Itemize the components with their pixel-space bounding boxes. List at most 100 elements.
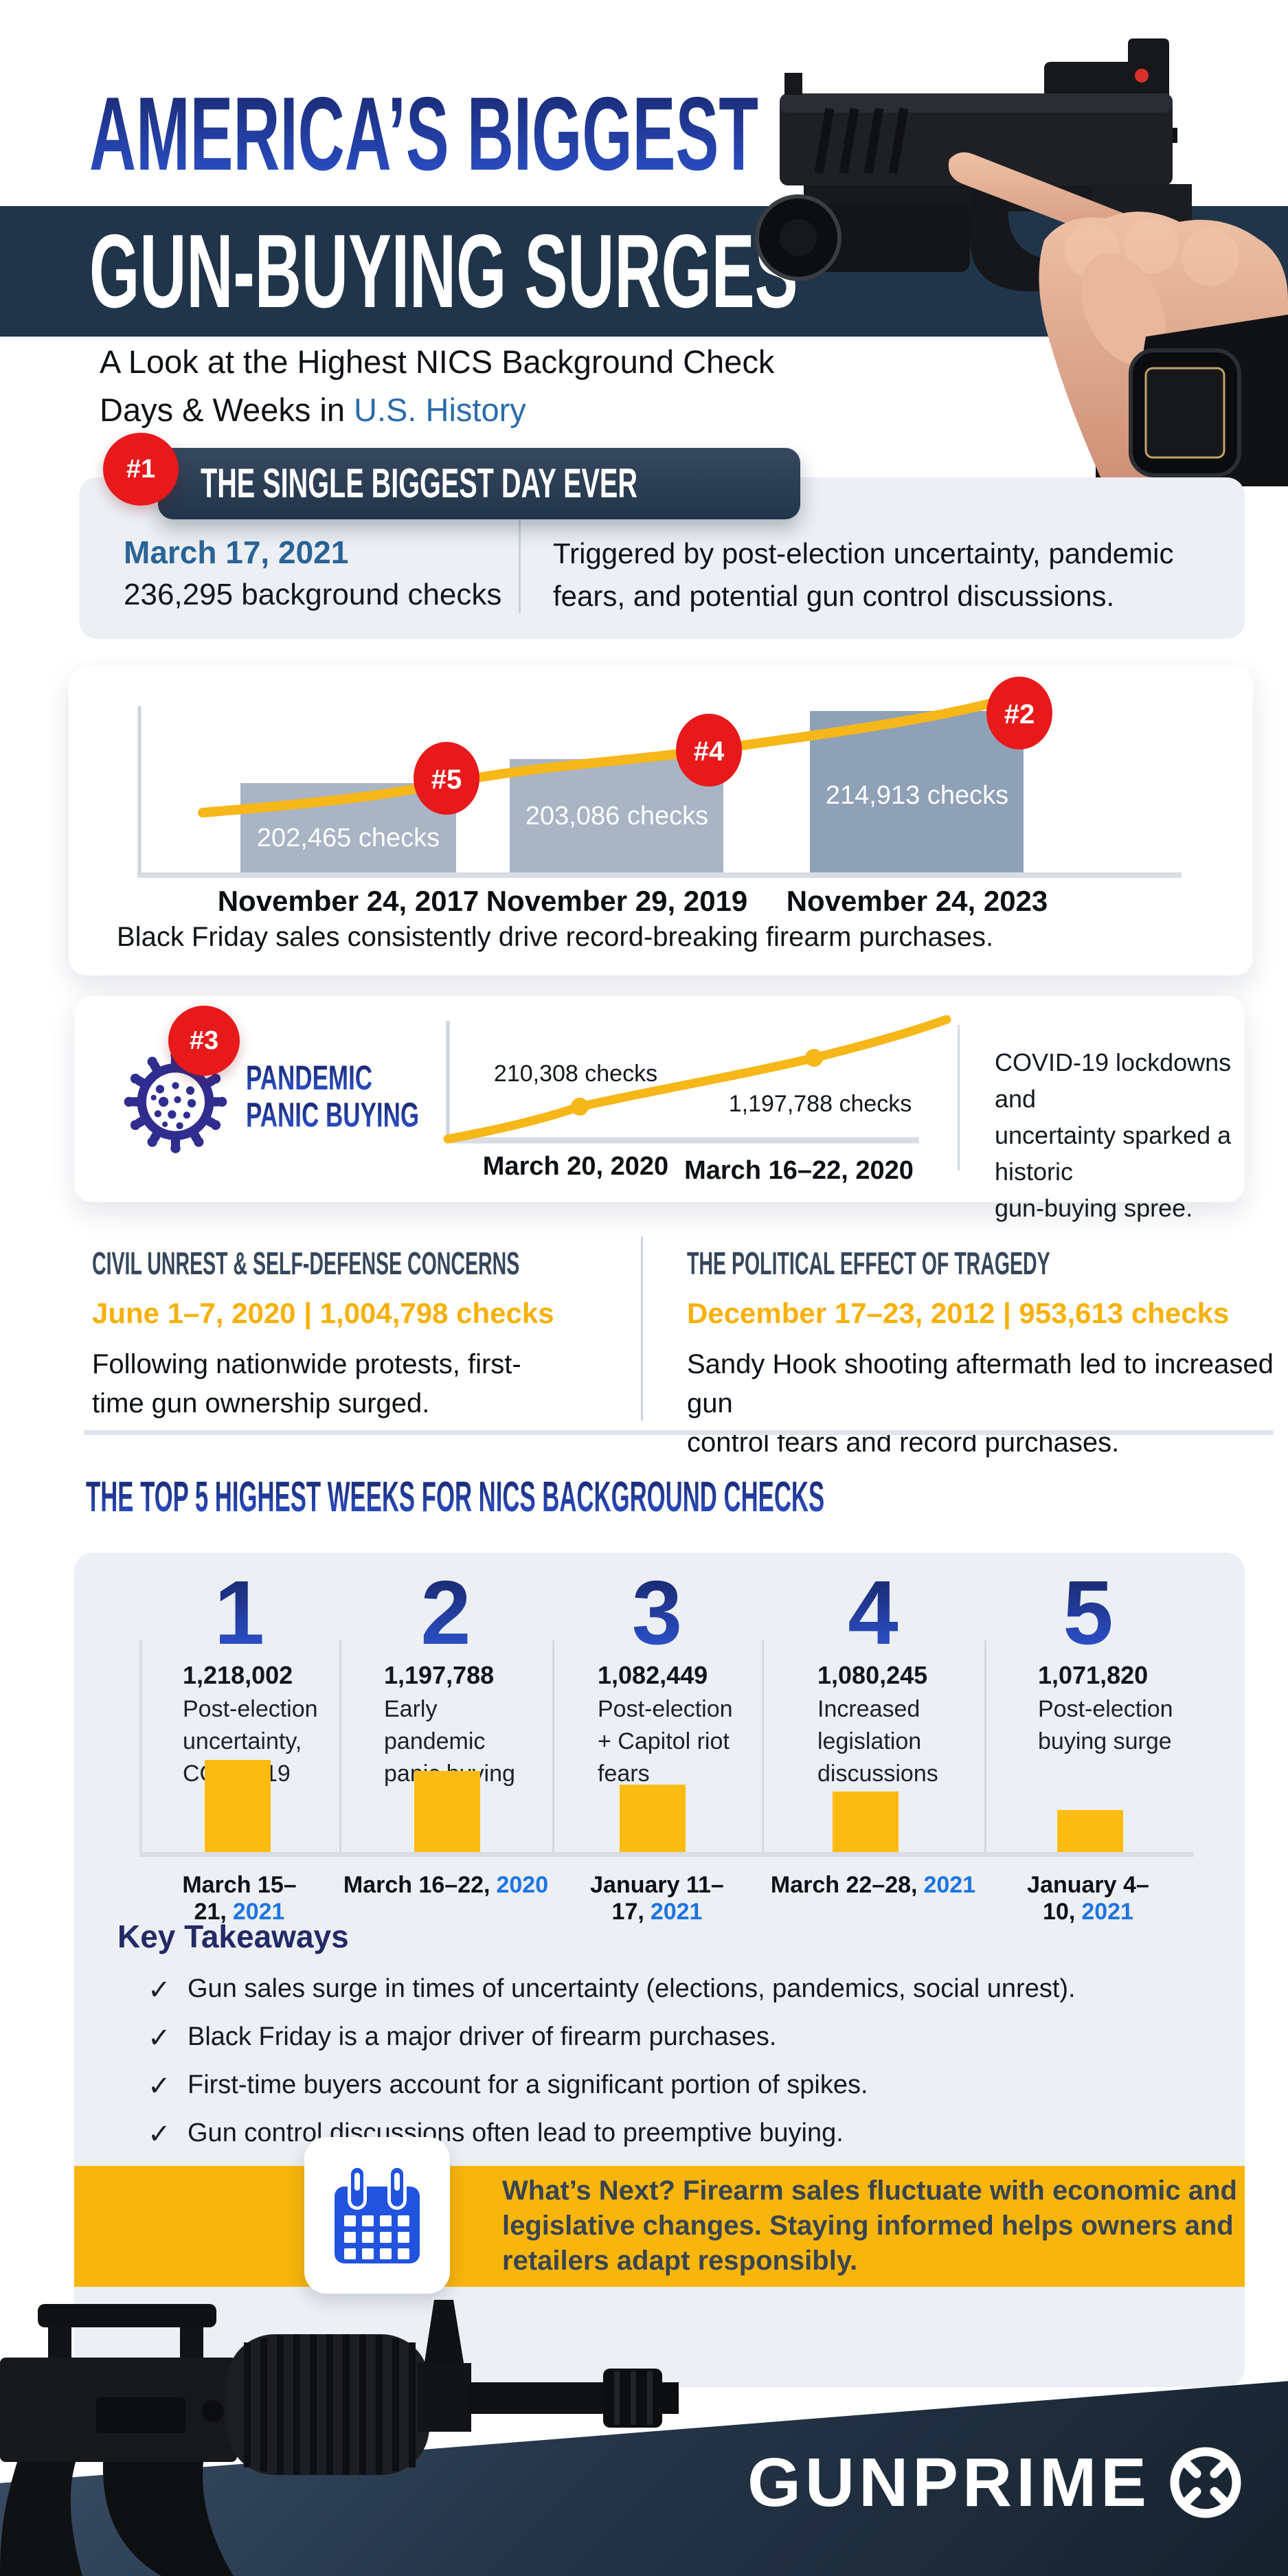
takeaway-item: ✓ Black Friday is a major driver of firea… — [148, 2022, 777, 2054]
week4-value: 1,080,245 — [817, 1661, 928, 1689]
record-day-note-line1: Triggered by post-election uncertainty, … — [553, 537, 1174, 569]
weapon-light-icon — [755, 194, 970, 281]
subtitle: A Look at the Highest NICS Background Ch… — [100, 338, 774, 434]
horizontal-divider — [84, 1430, 1274, 1435]
trend-line — [198, 688, 1035, 817]
calendar-tile — [304, 2137, 450, 2294]
rank-3-badge: #3 — [168, 1006, 240, 1076]
week1-date: March 15–21, 2021 — [182, 1872, 297, 1925]
point2-value: 1,197,788 checks — [729, 1091, 912, 1117]
civil-unrest-body: Following nationwide protests, first- ti… — [92, 1349, 521, 1419]
check-icon: ✓ — [148, 1974, 171, 2006]
column-divider — [984, 1640, 986, 1855]
tragedy-stat: December 17–23, 2012 | 953,613 checks — [687, 1297, 1230, 1329]
reticle-icon — [1170, 2447, 1241, 2518]
watch-icon — [1129, 315, 1288, 486]
pandemic-note-line1: COVID-19 lockdowns and — [995, 1048, 1232, 1113]
tragedy-body: Sandy Hook shooting aftermath led to inc… — [687, 1349, 1274, 1458]
brand-wordmark: GUNPRIME — [747, 2443, 1151, 2521]
civil-unrest-stat: June 1–7, 2020 | 1,004,798 checks — [92, 1297, 554, 1329]
point1-date: March 20, 2020 — [483, 1152, 668, 1181]
whats-next-banner: What’s Next? Firearm sales fluctuate wit… — [74, 2166, 1245, 2287]
rank-2-badge: #2 — [986, 677, 1052, 749]
record-day-stat: 236,295 background checks — [124, 578, 502, 611]
calendar-icon — [335, 2165, 420, 2263]
pandemic-title: PANDEMIC PANIC BUYING — [246, 1059, 493, 1133]
pandemic-note: COVID-19 lockdowns and uncertainty spark… — [995, 1044, 1245, 1226]
pandemic-chart: 210,308 checks 1,197,788 checks March 20… — [443, 1015, 951, 1184]
pandemic-note-line3: gun-buying spree. — [995, 1194, 1193, 1222]
bar-2017-label: 202,465 checks — [257, 824, 440, 852]
week1-value: 1,218,002 — [183, 1661, 293, 1689]
rank-4-badge: #4 — [676, 714, 742, 787]
rank-1-badge: #1 — [103, 433, 179, 506]
takeaway-item: ✓ Gun sales surge in times of uncertainty… — [148, 1974, 1076, 2006]
tragedy-heading: THE POLITICAL EFFECT OF TRAGEDY — [687, 1245, 1050, 1281]
pandemic-title-line1: PANDEMIC — [246, 1059, 373, 1097]
week5-date: January 4–10, 2021 — [1027, 1872, 1149, 1925]
week2-date: March 16–22, 2020 — [343, 1872, 549, 1898]
rank-number-3: 3 — [552, 1565, 762, 1661]
pandemic-title-line2: PANIC BUYING — [246, 1096, 420, 1134]
subtitle-line1: A Look at the Highest NICS Background Ch… — [100, 343, 775, 380]
civil-unrest-heading: CIVIL UNREST & SELF-DEFENSE CONCERNS — [92, 1245, 520, 1281]
vertical-divider — [519, 520, 521, 613]
rank-5-badge: #5 — [414, 742, 479, 815]
rank-number-4: 4 — [762, 1565, 984, 1661]
svg-text:#5: #5 — [431, 765, 462, 795]
week3-value: 1,082,449 — [598, 1661, 708, 1689]
single-biggest-day-banner: THE SINGLE BIGGEST DAY EVER — [158, 448, 800, 519]
record-day-date: March 17, 2021 — [124, 534, 349, 570]
page-title: AMERICA’S BIGGEST — [89, 69, 1168, 199]
bar-2019-date: November 29, 2019 — [486, 885, 748, 917]
column-divider — [552, 1640, 554, 1855]
week5-desc: Post-election buying surge — [1038, 1696, 1173, 1754]
check-icon: ✓ — [148, 2022, 171, 2054]
rank-number-5: 5 — [984, 1565, 1192, 1661]
takeaways-heading: Key Takeaways — [117, 1919, 349, 1954]
bar-2019-label: 203,086 checks — [526, 802, 708, 831]
vertical-divider — [641, 1236, 643, 1421]
point1-value: 210,308 checks — [494, 1061, 657, 1087]
subtitle-line2-prefix: Days & Weeks in — [100, 392, 354, 428]
brand-logo: GUNPRIME — [747, 2443, 1245, 2522]
week3-desc: Post-election + Capitol riot fears — [598, 1696, 733, 1787]
record-day-note-line2: fears, and potential gun control discuss… — [553, 580, 1115, 612]
single-biggest-day-title: THE SINGLE BIGGEST DAY EVER — [201, 460, 637, 506]
week2-bar — [414, 1771, 480, 1852]
week5-value: 1,071,820 — [1038, 1661, 1149, 1689]
check-icon: ✓ — [148, 2119, 171, 2150]
takeaway-item: ✓ First-time buyers account for a signifi… — [148, 2070, 868, 2102]
week4-bar — [833, 1792, 899, 1852]
pistol-photo — [755, 38, 1288, 486]
takeaway-item: ✓ Gun control discussions often lead to p… — [148, 2119, 844, 2150]
week1-bar — [205, 1760, 271, 1852]
whats-next-text: What’s Next? Firearm sales fluctuate wit… — [502, 2176, 1237, 2276]
week3-bar — [620, 1785, 686, 1852]
bar-2023 — [810, 711, 1024, 872]
vertical-divider — [958, 1025, 960, 1171]
rank-number-1: 1 — [139, 1565, 339, 1661]
top5-heading: THE TOP 5 HIGHEST WEEKS FOR NICS BACKGRO… — [86, 1470, 1288, 1525]
week5-bar — [1057, 1810, 1123, 1852]
svg-text:#2: #2 — [1004, 699, 1035, 730]
growth-curve — [443, 1015, 951, 1144]
data-point-2 — [805, 1049, 823, 1067]
page-title-line1: AMERICA’S BIGGEST — [89, 69, 758, 199]
black-friday-caption: Black Friday sales consistently drive re… — [117, 922, 994, 952]
black-friday-card: 202,465 checks 203,086 checks 214,913 ch… — [69, 666, 1253, 975]
subtitle-highlight: U.S. History — [354, 392, 526, 428]
svg-text:#4: #4 — [694, 736, 725, 767]
bar-2023-label: 214,913 checks — [826, 781, 1008, 810]
black-friday-chart: 202,465 checks 203,086 checks 214,913 ch… — [137, 677, 1182, 917]
bar-2017-date: November 24, 2017 — [218, 885, 479, 917]
week2-value: 1,197,788 — [384, 1661, 495, 1689]
week3-date: January 11–17, 2021 — [590, 1872, 724, 1925]
point2-date: March 16–22, 2020 — [684, 1156, 914, 1184]
week2-desc: Early pandemic panic buying — [384, 1696, 515, 1787]
chart-base-axis — [139, 1852, 1194, 1857]
pandemic-card: #3 P — [74, 996, 1245, 1222]
pandemic-note-line2: uncertainty sparked a historic — [995, 1121, 1232, 1186]
rank-number-2: 2 — [339, 1565, 552, 1661]
